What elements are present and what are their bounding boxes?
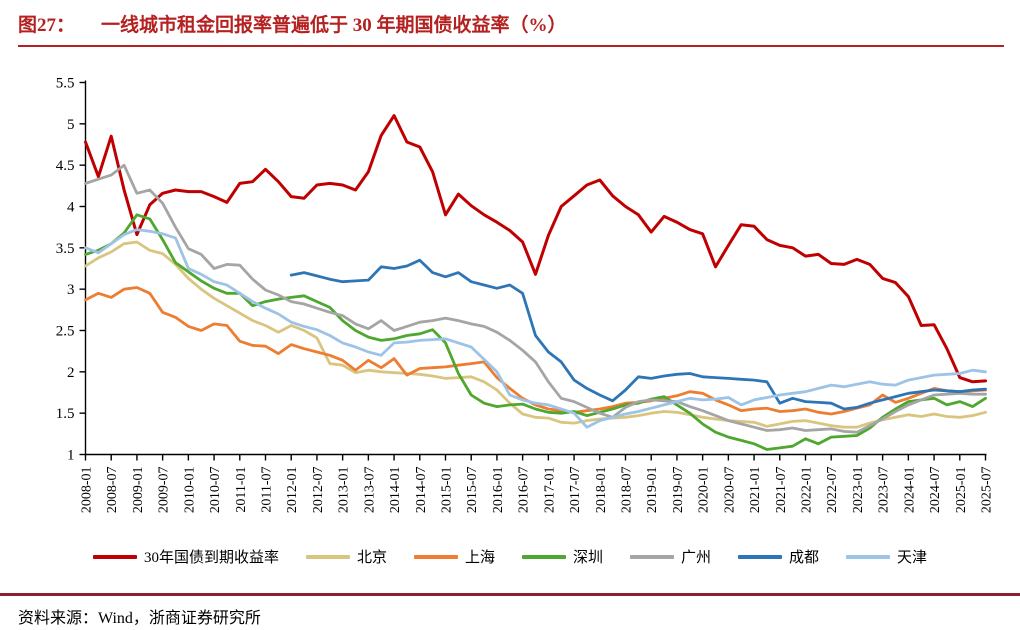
legend-swatch: [846, 554, 891, 559]
x-axis-label: 2009-07: [157, 467, 172, 514]
legend-item-深圳: 深圳: [521, 546, 603, 567]
legend-label: 30年国债到期收益率: [143, 550, 279, 566]
series-line-天津: [84, 228, 987, 429]
series-line-广州: [84, 163, 987, 434]
x-axis-label: 2008-07: [105, 467, 120, 514]
series-line-成都: [289, 258, 987, 411]
x-axis-label: 2025-07: [980, 467, 995, 514]
legend-swatch: [630, 554, 674, 559]
x-axis-label: 2017-07: [568, 467, 583, 514]
x-axis-label: 2010-07: [208, 467, 223, 514]
x-axis-label: 2012-07: [311, 467, 326, 514]
legend-label: 天津: [897, 550, 928, 566]
series-line-上海: [84, 286, 987, 416]
legend-label: 成都: [789, 550, 820, 566]
x-axis-label: 2025-01: [954, 467, 969, 514]
x-axis-label: 2011-01: [234, 467, 249, 513]
x-axis-label: 2014-01: [388, 467, 403, 514]
x-axis-label: 2016-07: [517, 467, 532, 514]
y-axis-label: 2: [67, 365, 75, 381]
y-axis-label: 3: [67, 282, 75, 298]
series-line-深圳: [84, 213, 987, 451]
legend-item-天津: 天津: [846, 546, 927, 567]
x-axis-label: 2015-01: [440, 467, 455, 514]
y-axis-label: 5: [67, 117, 75, 133]
x-axis-label: 2011-07: [260, 467, 275, 513]
legend-item-30年国债到期收益率: 30年国债到期收益率: [92, 546, 279, 567]
legend-label: 上海: [464, 550, 495, 566]
source-note: 资料来源：Wind，浙商证券研究所: [18, 610, 261, 627]
x-axis-label: 2015-07: [465, 467, 480, 514]
x-axis-label: 2021-07: [774, 467, 789, 514]
legend-item-成都: 成都: [738, 546, 819, 567]
x-axis-label: 2019-07: [671, 467, 686, 514]
x-axis-label: 2018-07: [620, 467, 635, 514]
y-axis-label: 5.5: [56, 76, 75, 92]
x-axis-label: 2019-01: [645, 467, 660, 514]
title-underline: [18, 45, 1004, 47]
x-axis-label: 2012-01: [285, 467, 300, 514]
x-axis-label: 2014-07: [414, 467, 429, 514]
x-axis-label: 2008-01: [80, 467, 95, 514]
legend-swatch: [92, 554, 137, 559]
legend-swatch: [305, 554, 350, 559]
x-axis-label: 2023-01: [851, 467, 866, 514]
x-axis-label: 2024-07: [928, 467, 943, 514]
x-axis-label: 2023-07: [877, 467, 892, 514]
y-axis-label: 3.5: [56, 241, 75, 257]
x-axis-label: 2016-01: [491, 467, 506, 514]
series-line-北京: [84, 240, 987, 429]
legend-label: 广州: [681, 550, 712, 566]
legend-swatch: [413, 554, 458, 559]
x-axis-label: 2021-01: [748, 467, 763, 514]
x-axis-label: 2022-07: [825, 467, 840, 514]
x-axis-label: 2020-01: [697, 467, 712, 514]
x-axis-label: 2018-01: [594, 467, 609, 514]
y-axis-label: 4: [67, 200, 75, 216]
x-axis-label: 2013-01: [337, 467, 352, 514]
x-axis-label: 2009-01: [131, 467, 146, 514]
legend-item-上海: 上海: [413, 546, 495, 567]
legend-swatch: [521, 554, 566, 559]
x-axis-label: 2024-01: [902, 467, 917, 514]
x-axis-label: 2022-01: [800, 467, 815, 514]
x-axis-label: 2017-01: [542, 467, 557, 514]
legend-label: 北京: [356, 550, 387, 566]
x-axis-label: 2013-07: [362, 467, 377, 514]
figure-title: 图27： 一线城市租金回报率普遍低于 30 年期国债收益率（%）: [18, 10, 1002, 37]
y-axis-label: 1: [67, 448, 75, 464]
legend-item-北京: 北京: [305, 546, 387, 567]
bottom-divider: [0, 593, 1020, 596]
y-axis-label: 2.5: [56, 324, 75, 340]
legend-swatch: [738, 554, 783, 559]
x-axis-label: 2010-01: [182, 467, 197, 514]
figure-number: 图27：: [18, 15, 76, 36]
y-axis-label: 1.5: [56, 406, 75, 422]
figure-title-text: 一线城市租金回报率普遍低于 30 年期国债收益率（%）: [101, 15, 567, 36]
y-axis-label: 4.5: [56, 158, 75, 174]
legend-label: 深圳: [572, 550, 603, 566]
x-axis-label: 2020-07: [722, 467, 737, 514]
series-line-30年国债到期收益率: [84, 114, 987, 384]
legend-item-广州: 广州: [630, 546, 711, 567]
chart-legend: 30年国债到期收益率 北京 上海 深圳 广州 成都 天津: [0, 546, 1020, 567]
